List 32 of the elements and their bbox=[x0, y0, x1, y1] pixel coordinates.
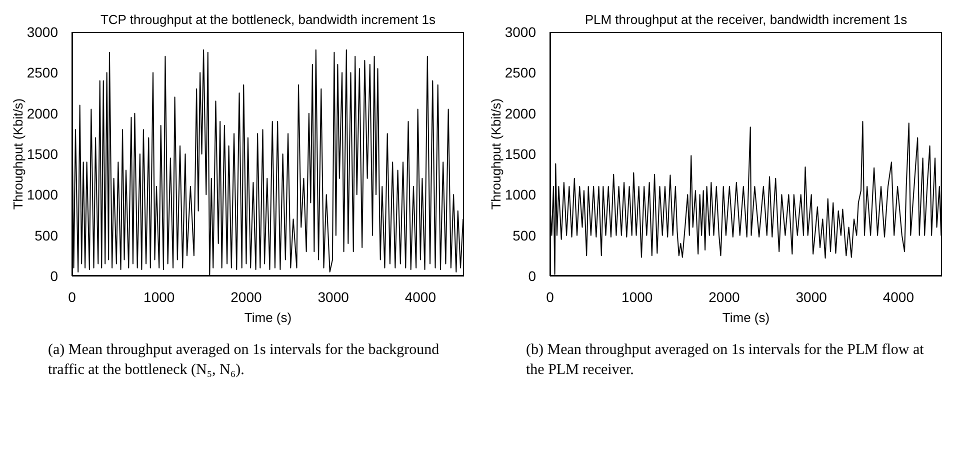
x-tick-label: 2000 bbox=[708, 288, 740, 305]
y-tick-label: 0 bbox=[528, 268, 536, 284]
x-tick-label: 4000 bbox=[404, 288, 436, 305]
y-tick-label: 3000 bbox=[26, 24, 58, 40]
x-tick-label: 1000 bbox=[622, 288, 653, 305]
y-axis-title: Throughput (Kbit/s) bbox=[488, 98, 504, 210]
y-tick-label: 1500 bbox=[26, 146, 58, 162]
y-tick-label: 1500 bbox=[504, 146, 536, 162]
x-tick-label: 2000 bbox=[230, 288, 262, 305]
y-tick-label: 2000 bbox=[26, 105, 58, 122]
y-tick-label: 500 bbox=[512, 227, 536, 244]
y-tick-label: 0 bbox=[50, 268, 58, 284]
chart-title: TCP throughput at the bottleneck, bandwidth increment 1s bbox=[100, 12, 436, 27]
x-axis-title: Time (s) bbox=[722, 310, 770, 325]
y-tick-label: 500 bbox=[34, 227, 58, 244]
y-tick-label: 2500 bbox=[504, 64, 536, 81]
y-tick-label: 1000 bbox=[26, 186, 58, 203]
x-tick-label: 4000 bbox=[882, 288, 914, 305]
x-tick-label: 1000 bbox=[144, 288, 175, 305]
x-tick-label: 0 bbox=[546, 288, 554, 305]
x-tick-label: 0 bbox=[68, 288, 76, 305]
text: (b) Mean throughput averaged on 1s intervals for the PLM flow at the PLM receiver. bbox=[525, 341, 925, 380]
text: (a) Mean throughput averaged on 1s intervals for the background traffic at the bottleneck (N₅, N₆). bbox=[47, 341, 440, 380]
y-tick-label: 2500 bbox=[26, 64, 58, 81]
y-tick-label: 2000 bbox=[504, 105, 536, 122]
chart-title: PLM throughput at the receiver, bandwidth increment 1s bbox=[584, 12, 908, 27]
y-tick-label: 1000 bbox=[504, 186, 536, 203]
y-axis-title: Throughput (Kbit/s) bbox=[10, 98, 26, 210]
y-tick-label: 3000 bbox=[504, 24, 536, 40]
x-tick-label: 3000 bbox=[796, 288, 828, 305]
x-axis-title: Time (s) bbox=[244, 310, 292, 325]
x-tick-label: 3000 bbox=[318, 288, 350, 305]
